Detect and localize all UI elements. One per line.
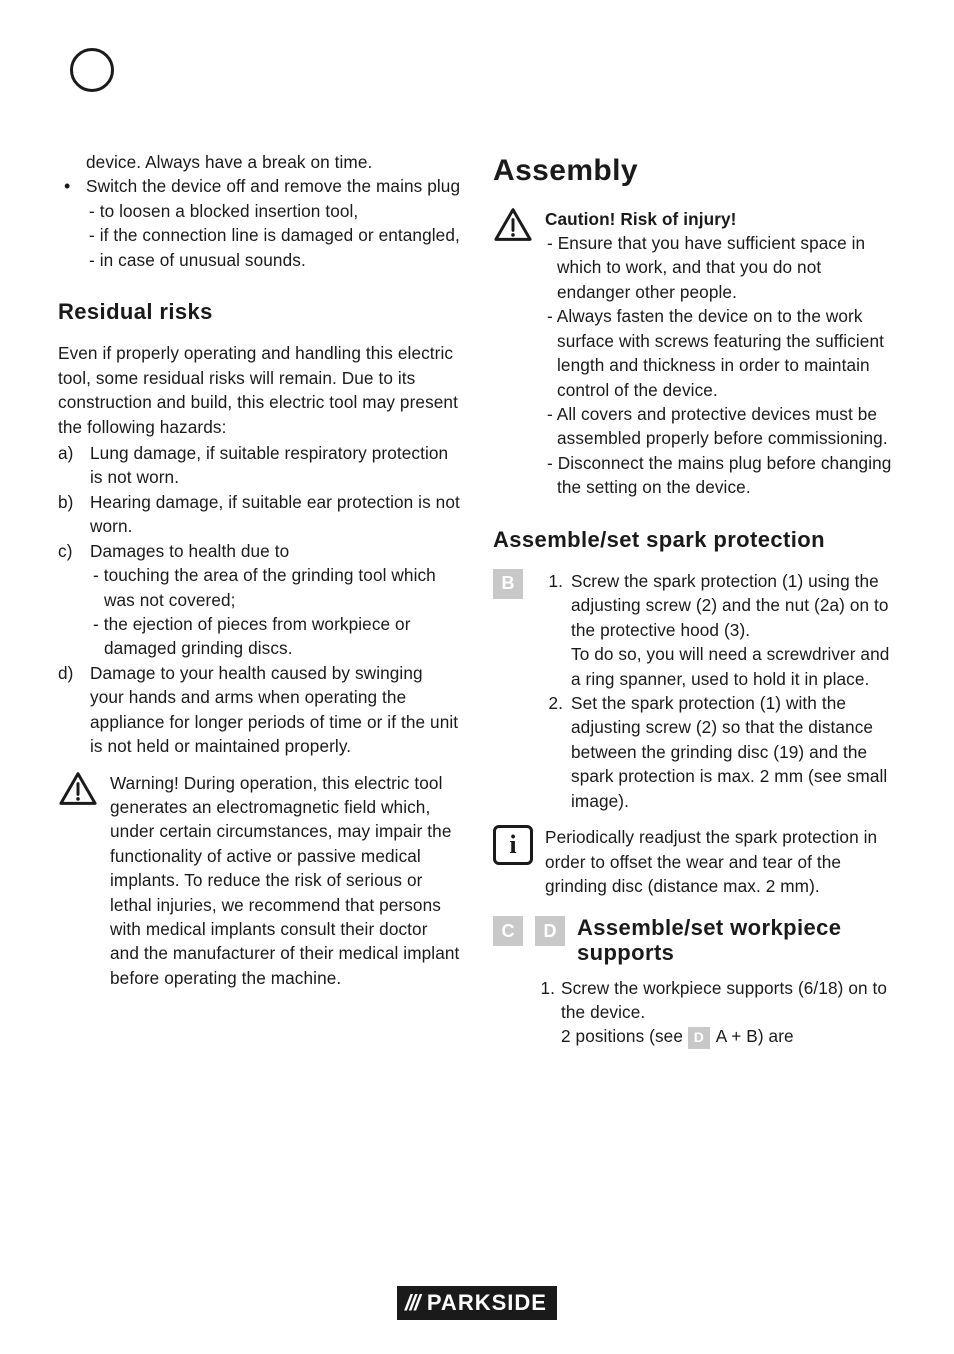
- alpha-c-text: Damages to health due to: [90, 541, 289, 561]
- bullet-lead: Switch the device off and remove the mai…: [86, 176, 460, 196]
- logo-stripes: ///: [405, 1290, 419, 1316]
- spark-step-1-text2: To do so, you will need a screwdriver an…: [571, 644, 889, 688]
- workpiece-step-1: 1. Screw the workpiece supports (6/18) o…: [493, 976, 896, 1049]
- workpiece-step-1-text2a: 2 positions (see: [561, 1026, 688, 1046]
- alpha-b: b) Hearing damage, if suitable ear prote…: [58, 490, 461, 539]
- caution-dash-1: - Ensure that you have sufficient space …: [545, 231, 896, 304]
- right-column: Assembly Caution! Risk of injury! - Ensu…: [493, 150, 896, 1049]
- alpha-b-label: b): [58, 490, 73, 514]
- spark-steps: B 1. Screw the spark protection (1) usin…: [493, 569, 896, 813]
- alpha-a-label: a): [58, 441, 73, 465]
- alpha-c-label: c): [58, 539, 73, 563]
- content-columns: device. Always have a break on time. Swi…: [58, 150, 896, 1049]
- spark-step-1: B 1. Screw the spark protection (1) usin…: [493, 569, 896, 691]
- alpha-c-dash-1: - touching the area of the grinding tool…: [90, 563, 461, 612]
- dash-connection: - if the connection line is damaged or e…: [86, 223, 461, 247]
- alpha-c-dash-2: - the ejection of pieces from workpiece …: [90, 612, 461, 661]
- alpha-c: c) Damages to health due to - touching t…: [58, 539, 461, 661]
- warning-text: Warning! During operation, this electric…: [110, 771, 461, 991]
- logo-brand: PARKSIDE: [427, 1290, 547, 1316]
- spark-step-2: 2. Set the spark protection (1) with the…: [493, 691, 896, 813]
- alpha-a-text: Lung damage, if suitable respiratory pro…: [90, 443, 448, 487]
- info-text: Periodically readjust the spark protecti…: [545, 825, 896, 898]
- info-icon: i: [493, 825, 533, 865]
- alpha-list: a) Lung damage, if suitable respiratory …: [58, 441, 461, 758]
- warning-triangle-icon: [58, 771, 98, 807]
- spark-step-1-text: Screw the spark protection (1) using the…: [571, 571, 889, 640]
- alpha-d: d) Damage to your health caused by swing…: [58, 661, 461, 759]
- residual-risks-heading: Residual risks: [58, 296, 461, 327]
- workpiece-step-1-num: 1.: [531, 976, 555, 1000]
- spark-step-2-num: 2.: [539, 691, 563, 715]
- warning-row: Warning! During operation, this electric…: [58, 771, 461, 991]
- workpiece-step-1-text2b: A + B) are: [712, 1026, 794, 1046]
- workpiece-heading: Assemble/set work­piece supports: [577, 916, 896, 965]
- gb-circle: [70, 48, 114, 92]
- assembly-heading: Assembly: [493, 150, 896, 193]
- alpha-c-dashes: - touching the area of the grinding tool…: [90, 563, 461, 661]
- parkside-logo: /// PARKSIDE: [397, 1286, 557, 1320]
- bullet-switch-off: Switch the device off and remove the mai…: [58, 174, 461, 272]
- left-column: device. Always have a break on time. Swi…: [58, 150, 461, 1049]
- spark-step-1-num: 1.: [539, 569, 563, 593]
- footer: /// PARKSIDE: [0, 1286, 954, 1320]
- dash-sounds: - in case of unusual sounds.: [86, 248, 461, 272]
- caution-triangle-icon: [493, 207, 533, 243]
- bullet-list: Switch the device off and remove the mai…: [58, 174, 461, 272]
- square-c-icon: C: [493, 916, 523, 946]
- workpiece-steps: 1. Screw the workpiece supports (6/18) o…: [493, 976, 896, 1049]
- caution-dash-3: - All covers and protective devices must…: [545, 402, 896, 451]
- dash-loosen: - to loosen a blocked insertion tool,: [86, 199, 461, 223]
- alpha-d-text: Damage to your health caused by swinging…: [90, 663, 458, 756]
- spark-step-2-text: Set the spark protection (1) with the ad…: [571, 693, 887, 811]
- square-b-icon: B: [493, 569, 523, 599]
- workpiece-heading-row: C D Assemble/set work­piece supports: [493, 916, 896, 965]
- continuation-line: device. Always have a break on time.: [86, 152, 372, 172]
- alpha-d-label: d): [58, 661, 73, 685]
- caution-dash-4: - Disconnect the mains plug before chang…: [545, 451, 896, 500]
- residual-intro: Even if properly operating and handling …: [58, 341, 461, 439]
- bullet-sub-dashes: - to loosen a blocked insertion tool, - …: [86, 199, 461, 272]
- caution-block: Caution! Risk of injury! - Ensure that y…: [545, 207, 896, 500]
- square-d-icon: D: [535, 916, 565, 946]
- alpha-b-text: Hearing damage, if suitable ear protecti…: [90, 492, 460, 536]
- square-d-inline-icon: D: [688, 1027, 710, 1049]
- info-row: i Periodically readjust the spark protec…: [493, 825, 896, 898]
- workpiece-step-1-text1: Screw the workpiece supports (6/18) on t…: [561, 978, 887, 1022]
- spark-heading: Assemble/set spark protection: [493, 524, 896, 555]
- caution-dash-2: - Always fasten the device on to the wor…: [545, 304, 896, 402]
- caution-row: Caution! Risk of injury! - Ensure that y…: [493, 207, 896, 500]
- alpha-a: a) Lung damage, if suitable respiratory …: [58, 441, 461, 490]
- caution-heading: Caution! Risk of injury!: [545, 207, 896, 231]
